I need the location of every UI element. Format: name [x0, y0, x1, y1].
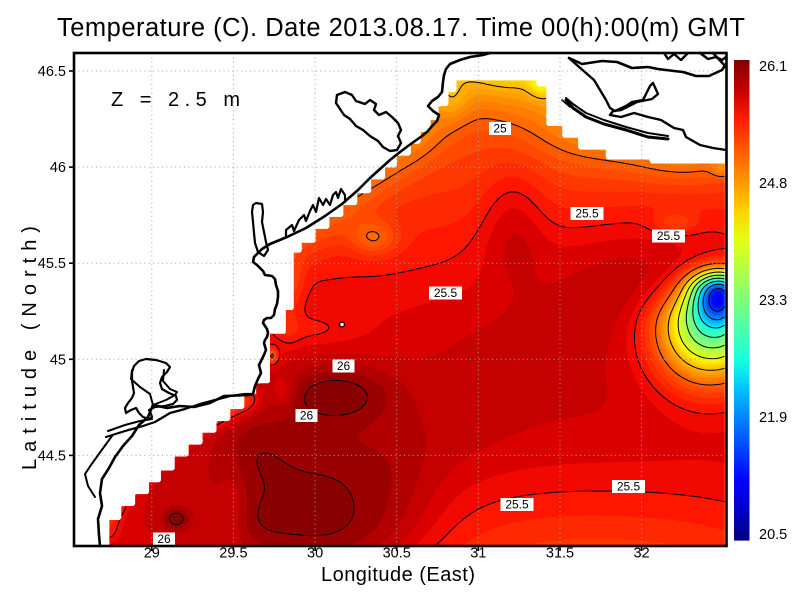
svg-text:Temperature (C). Date 2013.08.: Temperature (C). Date 2013.08.17. Time 0…	[57, 14, 745, 42]
svg-text:46.5: 46.5	[38, 64, 66, 80]
svg-text:32: 32	[634, 546, 650, 562]
svg-text:26: 26	[157, 532, 171, 546]
svg-text:26.1: 26.1	[759, 59, 787, 75]
svg-text:25: 25	[493, 122, 507, 136]
svg-text:20.5: 20.5	[759, 527, 787, 543]
svg-text:46: 46	[50, 160, 66, 176]
svg-text:30.5: 30.5	[383, 546, 411, 562]
svg-text:45: 45	[50, 352, 66, 368]
svg-text:31.5: 31.5	[546, 546, 574, 562]
svg-text:23.3: 23.3	[759, 293, 787, 309]
svg-text:25.5: 25.5	[657, 229, 681, 243]
svg-text:45.5: 45.5	[38, 256, 66, 272]
svg-text:30: 30	[307, 546, 323, 562]
svg-text:44.5: 44.5	[38, 448, 66, 464]
svg-text:26: 26	[300, 409, 314, 423]
svg-text:25.5: 25.5	[575, 207, 599, 221]
svg-text:29.5: 29.5	[219, 546, 247, 562]
svg-text:21.9: 21.9	[759, 410, 787, 426]
svg-text:29: 29	[144, 546, 160, 562]
svg-text:Longitude (East): Longitude (East)	[321, 564, 475, 586]
svg-text:25.5: 25.5	[505, 498, 529, 512]
svg-text:31: 31	[470, 546, 486, 562]
svg-text:26: 26	[337, 359, 351, 373]
svg-text:25.5: 25.5	[617, 480, 641, 494]
svg-text:25.5: 25.5	[434, 286, 458, 300]
svg-text:24.8: 24.8	[759, 176, 787, 192]
